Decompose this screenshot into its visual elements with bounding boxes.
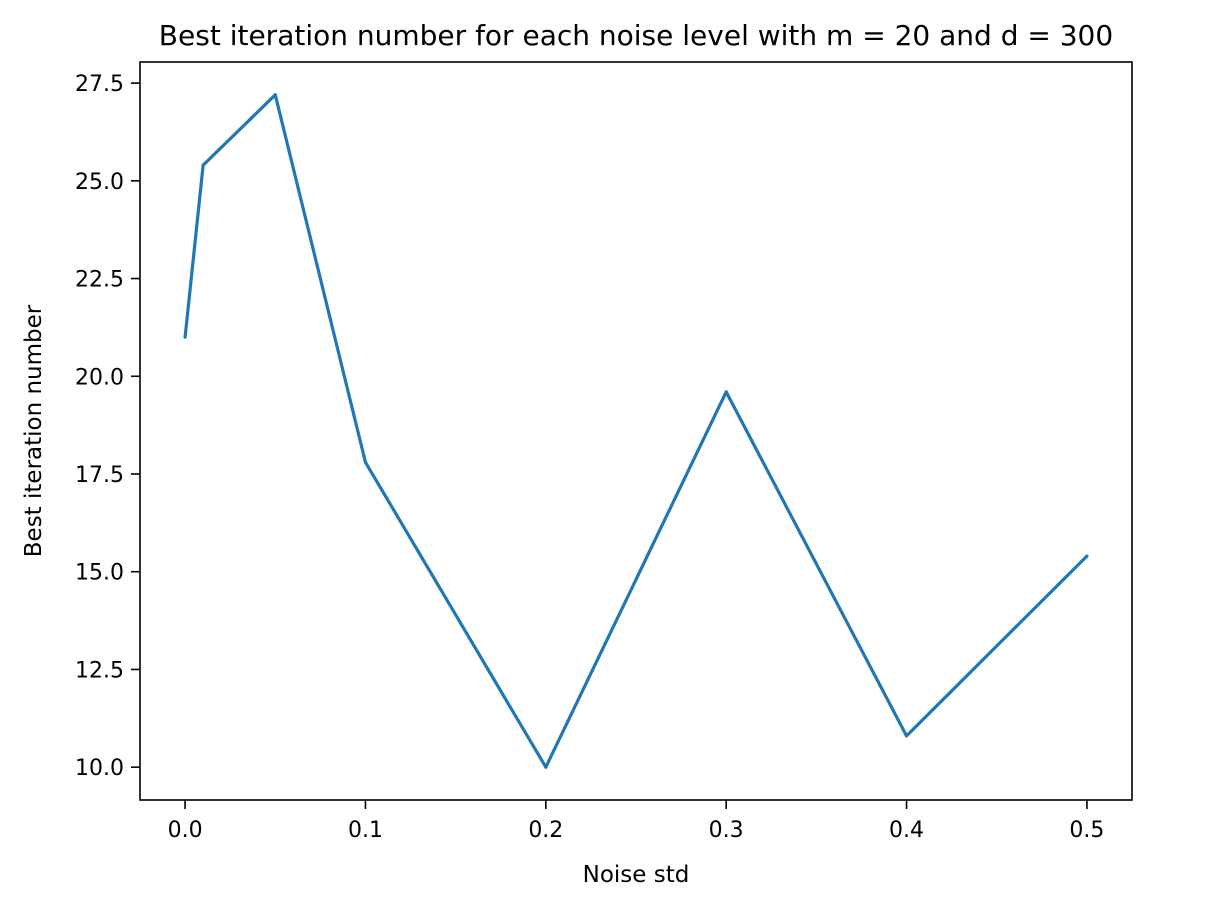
- y-tick-label: 12.5: [75, 658, 124, 683]
- chart-title: Best iteration number for each noise lev…: [159, 19, 1113, 52]
- y-tick-label: 22.5: [75, 268, 124, 293]
- data-point: [183, 335, 187, 339]
- data-point: [544, 765, 548, 769]
- data-point: [904, 734, 909, 738]
- y-axis-label: Best iteration number: [21, 304, 47, 557]
- x-tick-label: 0.5: [1069, 818, 1104, 843]
- x-tick-label: 0.4: [889, 818, 924, 843]
- x-tick-label: 0.3: [709, 818, 744, 843]
- x-tick-label: 0.0: [168, 818, 203, 843]
- x-axis-label: Noise std: [583, 862, 690, 888]
- y-tick-label: 17.5: [75, 463, 124, 488]
- data-points: [183, 93, 1089, 769]
- axes-frame: [139, 61, 1133, 801]
- series-line: [183, 93, 1089, 769]
- y-tick-label: 20.0: [75, 365, 124, 390]
- data-point: [363, 460, 368, 464]
- x-tick-label: 0.1: [348, 818, 383, 843]
- y-tick-label: 27.5: [75, 72, 124, 97]
- y-axis: 10.0 12.5 15.0 17.5 20.0 22.5 25.0 27.5: [75, 72, 140, 781]
- x-axis: 0.0 0.1 0.2 0.3 0.4 0.5: [168, 800, 1104, 843]
- data-point: [273, 93, 277, 97]
- y-tick-label: 10.0: [75, 756, 124, 781]
- data-point: [201, 163, 205, 167]
- x-tick-label: 0.2: [528, 818, 563, 843]
- y-tick-label: 15.0: [75, 561, 124, 586]
- y-tick-label: 25.0: [75, 170, 124, 195]
- plot-area: [183, 93, 1089, 769]
- data-point: [724, 390, 728, 394]
- data-point: [1085, 554, 1089, 558]
